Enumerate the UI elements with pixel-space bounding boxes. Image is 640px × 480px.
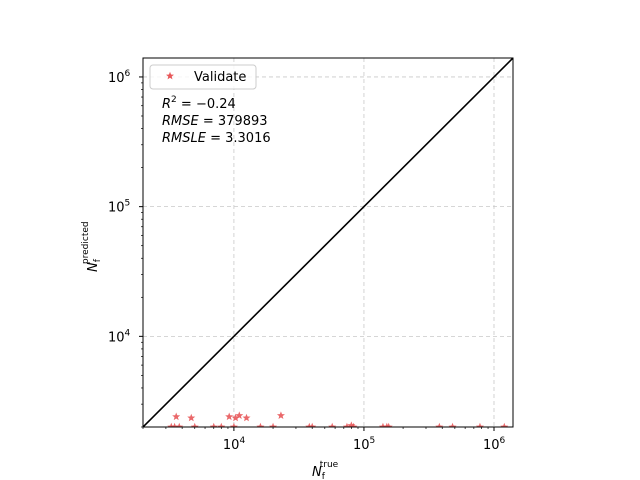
data-point <box>256 422 265 427</box>
y-tick-label: 104 <box>108 328 131 345</box>
plot-frame <box>142 57 514 428</box>
data-point <box>276 411 285 419</box>
x-axis-label: Nftrue <box>312 460 339 480</box>
data-point <box>328 422 337 427</box>
data-point <box>229 422 238 427</box>
data-point <box>209 422 218 427</box>
metric-rmsle: RMSLE = 3.3016 <box>162 131 271 146</box>
data-point <box>384 422 393 427</box>
legend-label: Validate <box>194 70 246 85</box>
data-point <box>235 411 244 419</box>
data-point <box>435 422 444 427</box>
data-point <box>448 422 457 427</box>
data-point <box>269 422 278 427</box>
identity-line-layer <box>143 58 513 427</box>
data-point <box>217 422 226 427</box>
metric-rmse: RMSE = 379893 <box>162 114 268 129</box>
data-point <box>231 413 240 422</box>
x-tick-label: 104 <box>223 436 246 453</box>
legend-star-marker <box>166 71 174 80</box>
data-point <box>349 422 358 427</box>
ticks: 104 105 106 104 105 106 <box>108 69 506 453</box>
data-point <box>500 422 509 427</box>
data-point <box>190 422 199 427</box>
y-axis-label: Nfpredicted <box>81 221 103 272</box>
x-tick-label: 105 <box>353 436 375 453</box>
data-point <box>175 422 184 427</box>
identity-line <box>143 58 513 427</box>
points-layer <box>167 411 509 427</box>
legend-box <box>149 64 257 90</box>
data-point <box>225 412 234 421</box>
x-tick-label: 106 <box>483 436 506 453</box>
data-point <box>187 413 196 422</box>
grid <box>143 58 513 427</box>
legend-star <box>166 71 174 80</box>
metric-r2: R2 = −0.24 <box>162 95 236 112</box>
data-point <box>308 422 317 427</box>
data-point <box>242 413 251 422</box>
data-point <box>342 422 351 427</box>
data-point <box>475 422 484 427</box>
y-tick-label: 105 <box>108 199 130 216</box>
data-point <box>172 412 181 421</box>
y-tick-label: 106 <box>108 69 131 86</box>
legend: Validate <box>149 64 257 90</box>
